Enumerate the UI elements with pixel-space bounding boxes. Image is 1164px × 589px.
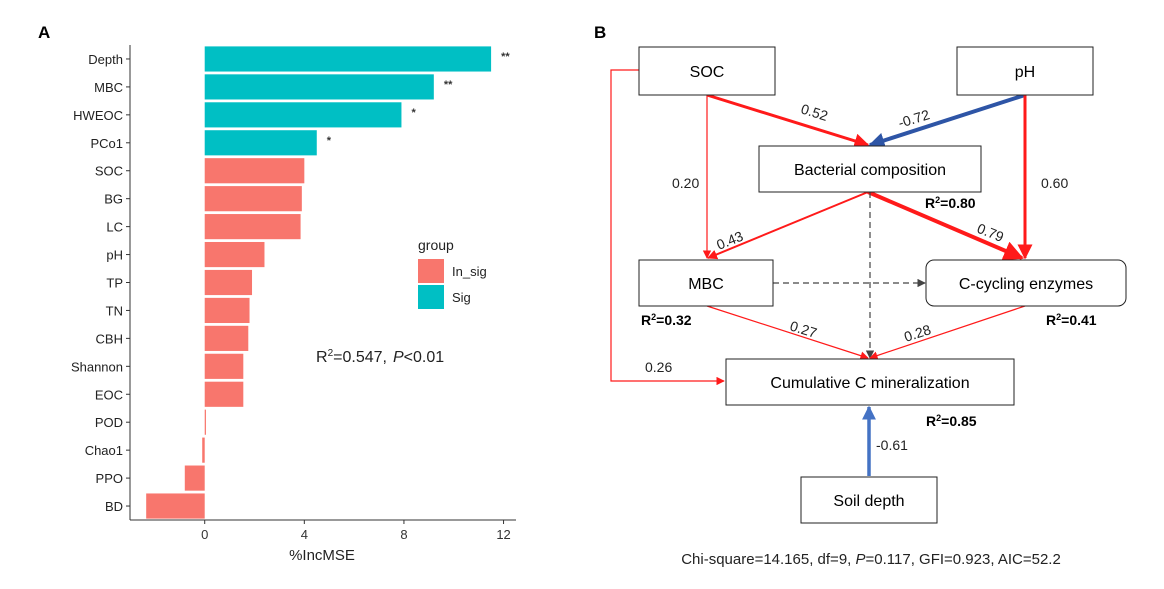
y-tick-label: BG <box>104 192 123 207</box>
box-bact <box>758 145 982 193</box>
r2-ccm: R2=0.85 <box>926 413 977 429</box>
x-tick-label: 0 <box>201 527 208 542</box>
arrow-mbc-ccm <box>706 305 869 360</box>
coef-depth-ccm: -0.61 <box>876 437 908 453</box>
x-tick-label: 12 <box>496 527 510 542</box>
box-soc <box>638 46 776 96</box>
coef-mbc-ccm: 0.27 <box>788 318 819 341</box>
r2-prefix: R <box>316 349 328 366</box>
legend-label-insig: In_sig <box>452 264 487 279</box>
y-tick-label: SOC <box>95 164 123 179</box>
panel-a: A ****** DepthMBCHWEOCPCo1SOCBGLCpHTPTNC… <box>38 23 516 564</box>
x-tick-label: 8 <box>400 527 407 542</box>
box-ph <box>956 46 1094 96</box>
y-tick-label: HWEOC <box>73 108 123 123</box>
y-ticks: Depth MBC HWEOC PCo1 SOC BG LC pH TP TN CBH Shannon… <box>71 52 130 514</box>
sig-marker-mbc: ** <box>444 79 453 91</box>
y-tick-label: MBC <box>94 80 123 95</box>
bar-chao1 <box>202 437 205 463</box>
legend-swatch-insig <box>418 259 444 283</box>
box-ph-label: pH <box>1015 64 1035 81</box>
y-tick-label: LC <box>106 220 123 235</box>
panel-b: B <box>594 23 1127 568</box>
box-soc-label: SOC <box>690 64 725 81</box>
bar-ppo <box>184 465 205 491</box>
panel-a-label: A <box>38 23 50 42</box>
r2-labels: R2=0.80 R2=0.32 R2=0.41 R2=0.85 <box>641 195 1097 429</box>
y-tick-label: pH <box>106 248 123 263</box>
coef-soc-mbc: 0.20 <box>672 175 699 191</box>
arrow-cce-ccm <box>869 305 1026 360</box>
bar-mbc <box>204 74 434 100</box>
bar-pod <box>204 409 206 435</box>
sig-marker-depth: ** <box>501 51 510 63</box>
y-tick-label: EOC <box>95 387 123 402</box>
bar-tn <box>204 297 250 324</box>
legend-swatch-sig <box>418 285 444 309</box>
coef-soc-ccm: 0.26 <box>645 359 672 375</box>
box-cce-label: C-cycling enzymes <box>959 276 1093 293</box>
legend: group In_sig Sig <box>418 237 487 309</box>
bars-layer: ****** <box>146 46 510 519</box>
p-label: P <box>393 349 404 366</box>
legend-label-sig: Sig <box>452 290 471 305</box>
bar-shannon <box>204 353 244 379</box>
path-boxes: SOC pH Bacterial composition MBC C-cycli… <box>638 46 1127 524</box>
r2-value: =0.547, <box>333 349 387 366</box>
bar-tp <box>204 269 253 296</box>
box-ccm-label: Cumulative C mineralization <box>770 375 969 392</box>
bar-pco1 <box>204 130 317 156</box>
coef-soc-bact: 0.52 <box>799 101 830 124</box>
r2-mbc: R2=0.32 <box>641 312 692 328</box>
y-tick-label: Shannon <box>71 359 123 374</box>
box-cce <box>925 259 1127 307</box>
box-depth <box>800 476 938 524</box>
y-tick-label: PCo1 <box>90 136 123 151</box>
r2-bact: R2=0.80 <box>925 195 976 211</box>
y-tick-label: CBH <box>96 331 123 346</box>
x-axis-label: %IncMSE <box>289 547 355 564</box>
bar-hweoc <box>204 102 402 128</box>
coef-cce-ccm: 0.28 <box>902 321 933 345</box>
y-tick-label: TN <box>106 303 123 318</box>
r2-sup: 2 <box>328 348 334 359</box>
fit-statistics: Chi-square=14.165, df=9, P=0.117, GFI=0.… <box>681 551 1061 568</box>
x-ticks: 0 4 8 12 <box>201 520 511 542</box>
bar-bd <box>146 493 205 519</box>
arrow-bact-cce <box>867 190 1024 261</box>
arrow-soc-bact <box>706 93 870 149</box>
bar-cbh <box>204 325 249 351</box>
r2-annotation: R2=0.547, P<0.01 <box>316 348 444 366</box>
bar-eoc <box>204 381 244 407</box>
x-tick-label: 4 <box>301 527 308 542</box>
y-tick-label: PPO <box>96 471 123 486</box>
bar-depth <box>204 46 492 72</box>
path-arrows <box>610 69 1033 476</box>
legend-title: group <box>418 237 454 253</box>
arrow-ph-bact <box>868 93 1026 149</box>
bar-ph <box>204 241 265 268</box>
box-bact-label: Bacterial composition <box>794 162 946 179</box>
r2-cce: R2=0.41 <box>1046 312 1097 328</box>
arrow-soc-ccm <box>610 69 725 386</box>
coef-ph-cce: 0.60 <box>1041 175 1068 191</box>
y-tick-label: POD <box>95 415 123 430</box>
y-tick-label: Chao1 <box>85 443 123 458</box>
box-depth-label: Soil depth <box>833 493 904 510</box>
panel-b-label: B <box>594 23 606 42</box>
bar-lc <box>204 214 301 240</box>
box-ccm <box>725 358 1015 406</box>
y-tick-label: Depth <box>88 52 123 67</box>
bar-soc <box>204 158 305 184</box>
arrow-bact-mbc <box>707 191 869 260</box>
sig-marker-hweoc: * <box>411 107 416 119</box>
sig-marker-pco1: * <box>327 135 332 147</box>
y-tick-label: BD <box>105 499 123 514</box>
box-mbc-label: MBC <box>688 276 724 293</box>
y-tick-label: TP <box>106 276 123 291</box>
bar-bg <box>204 186 302 212</box>
p-value: <0.01 <box>404 349 445 366</box>
box-mbc <box>638 259 774 307</box>
